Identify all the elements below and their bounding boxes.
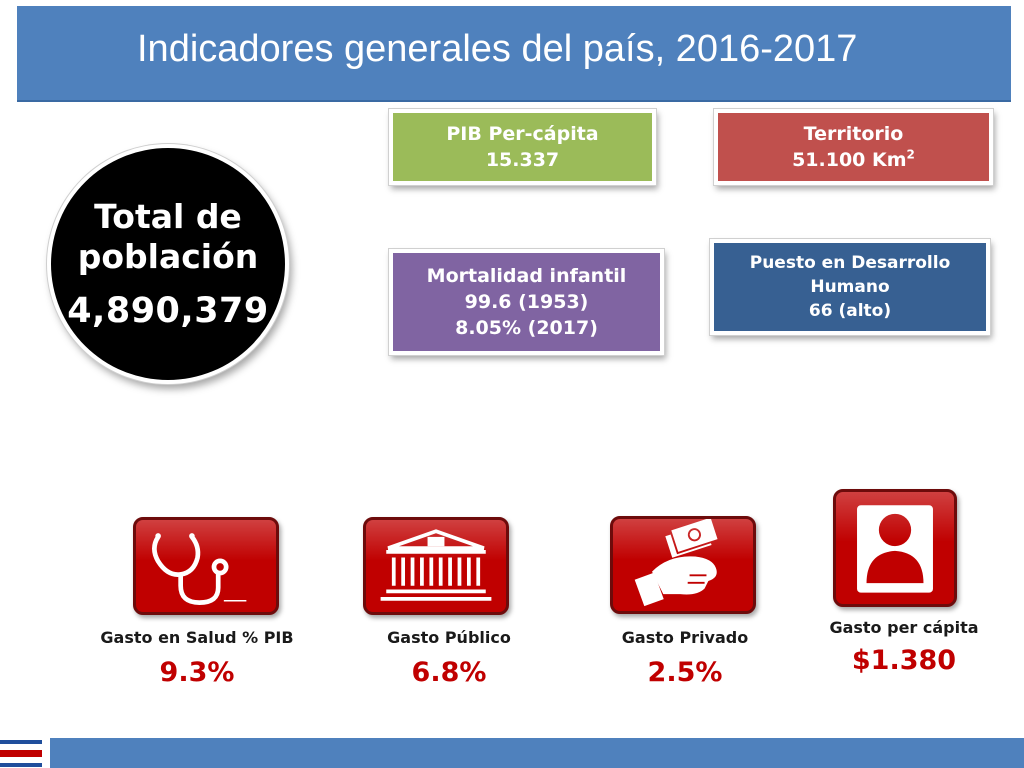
desarrollo-label-line2: Humano xyxy=(810,277,890,297)
gasto-privado-value: 2.5% xyxy=(647,657,723,688)
gasto-salud-value: 9.3% xyxy=(159,657,235,688)
pib-value: 15.337 xyxy=(485,149,560,171)
mortalidad-box: Mortalidad infantil 99.6 (1953) 8.05% (2… xyxy=(389,249,664,355)
mortalidad-label: Mortalidad infantil xyxy=(426,265,627,287)
gasto-publico-label: Gasto Público xyxy=(387,628,511,647)
desarrollo-label-line1: Puesto en Desarrollo xyxy=(749,253,951,273)
pib-label: PIB Per-cápita xyxy=(446,123,599,145)
territorio-unit-sup: 2 xyxy=(906,147,915,162)
flag-stripes xyxy=(0,740,42,768)
desarrollo-value: 66 (alto) xyxy=(808,301,892,321)
page-title: Indicadores generales del país, 2016-201… xyxy=(137,28,858,70)
stethoscope-icon xyxy=(133,517,279,615)
gasto-privado-label: Gasto Privado xyxy=(621,628,749,647)
territorio-box: Territorio 51.100 Km2 xyxy=(714,109,993,185)
gasto-per-capita-value: $1.380 xyxy=(851,645,957,676)
desarrollo-humano-box: Puesto en Desarrollo Humano 66 (alto) xyxy=(710,239,990,335)
gasto-salud-label: Gasto en Salud % PIB xyxy=(100,628,294,647)
title-bar: Indicadores generales del país, 2016-201… xyxy=(17,6,1011,102)
territorio-value-line: 51.100 Km2 xyxy=(792,147,915,173)
population-label-line2: población xyxy=(77,237,259,276)
government-building-icon xyxy=(363,517,509,615)
territorio-label: Territorio xyxy=(803,123,904,145)
population-circle: Total de población 4,890,379 xyxy=(47,144,289,384)
hand-money-icon xyxy=(610,516,756,614)
population-value: 4,890,379 xyxy=(67,291,269,331)
gasto-per-capita-label: Gasto per cápita xyxy=(829,618,979,637)
footer-bar xyxy=(50,738,1024,768)
mortalidad-value-2017: 8.05% (2017) xyxy=(455,317,598,339)
mortalidad-value-1953: 99.6 (1953) xyxy=(464,291,589,313)
person-icon xyxy=(833,489,957,607)
territorio-value: 51.100 Km xyxy=(792,149,907,171)
population-label-line1: Total de xyxy=(94,197,242,236)
gasto-publico-value: 6.8% xyxy=(411,657,487,688)
pib-per-capita-box: PIB Per-cápita 15.337 xyxy=(389,109,656,185)
population-label: Total de población xyxy=(68,197,268,277)
